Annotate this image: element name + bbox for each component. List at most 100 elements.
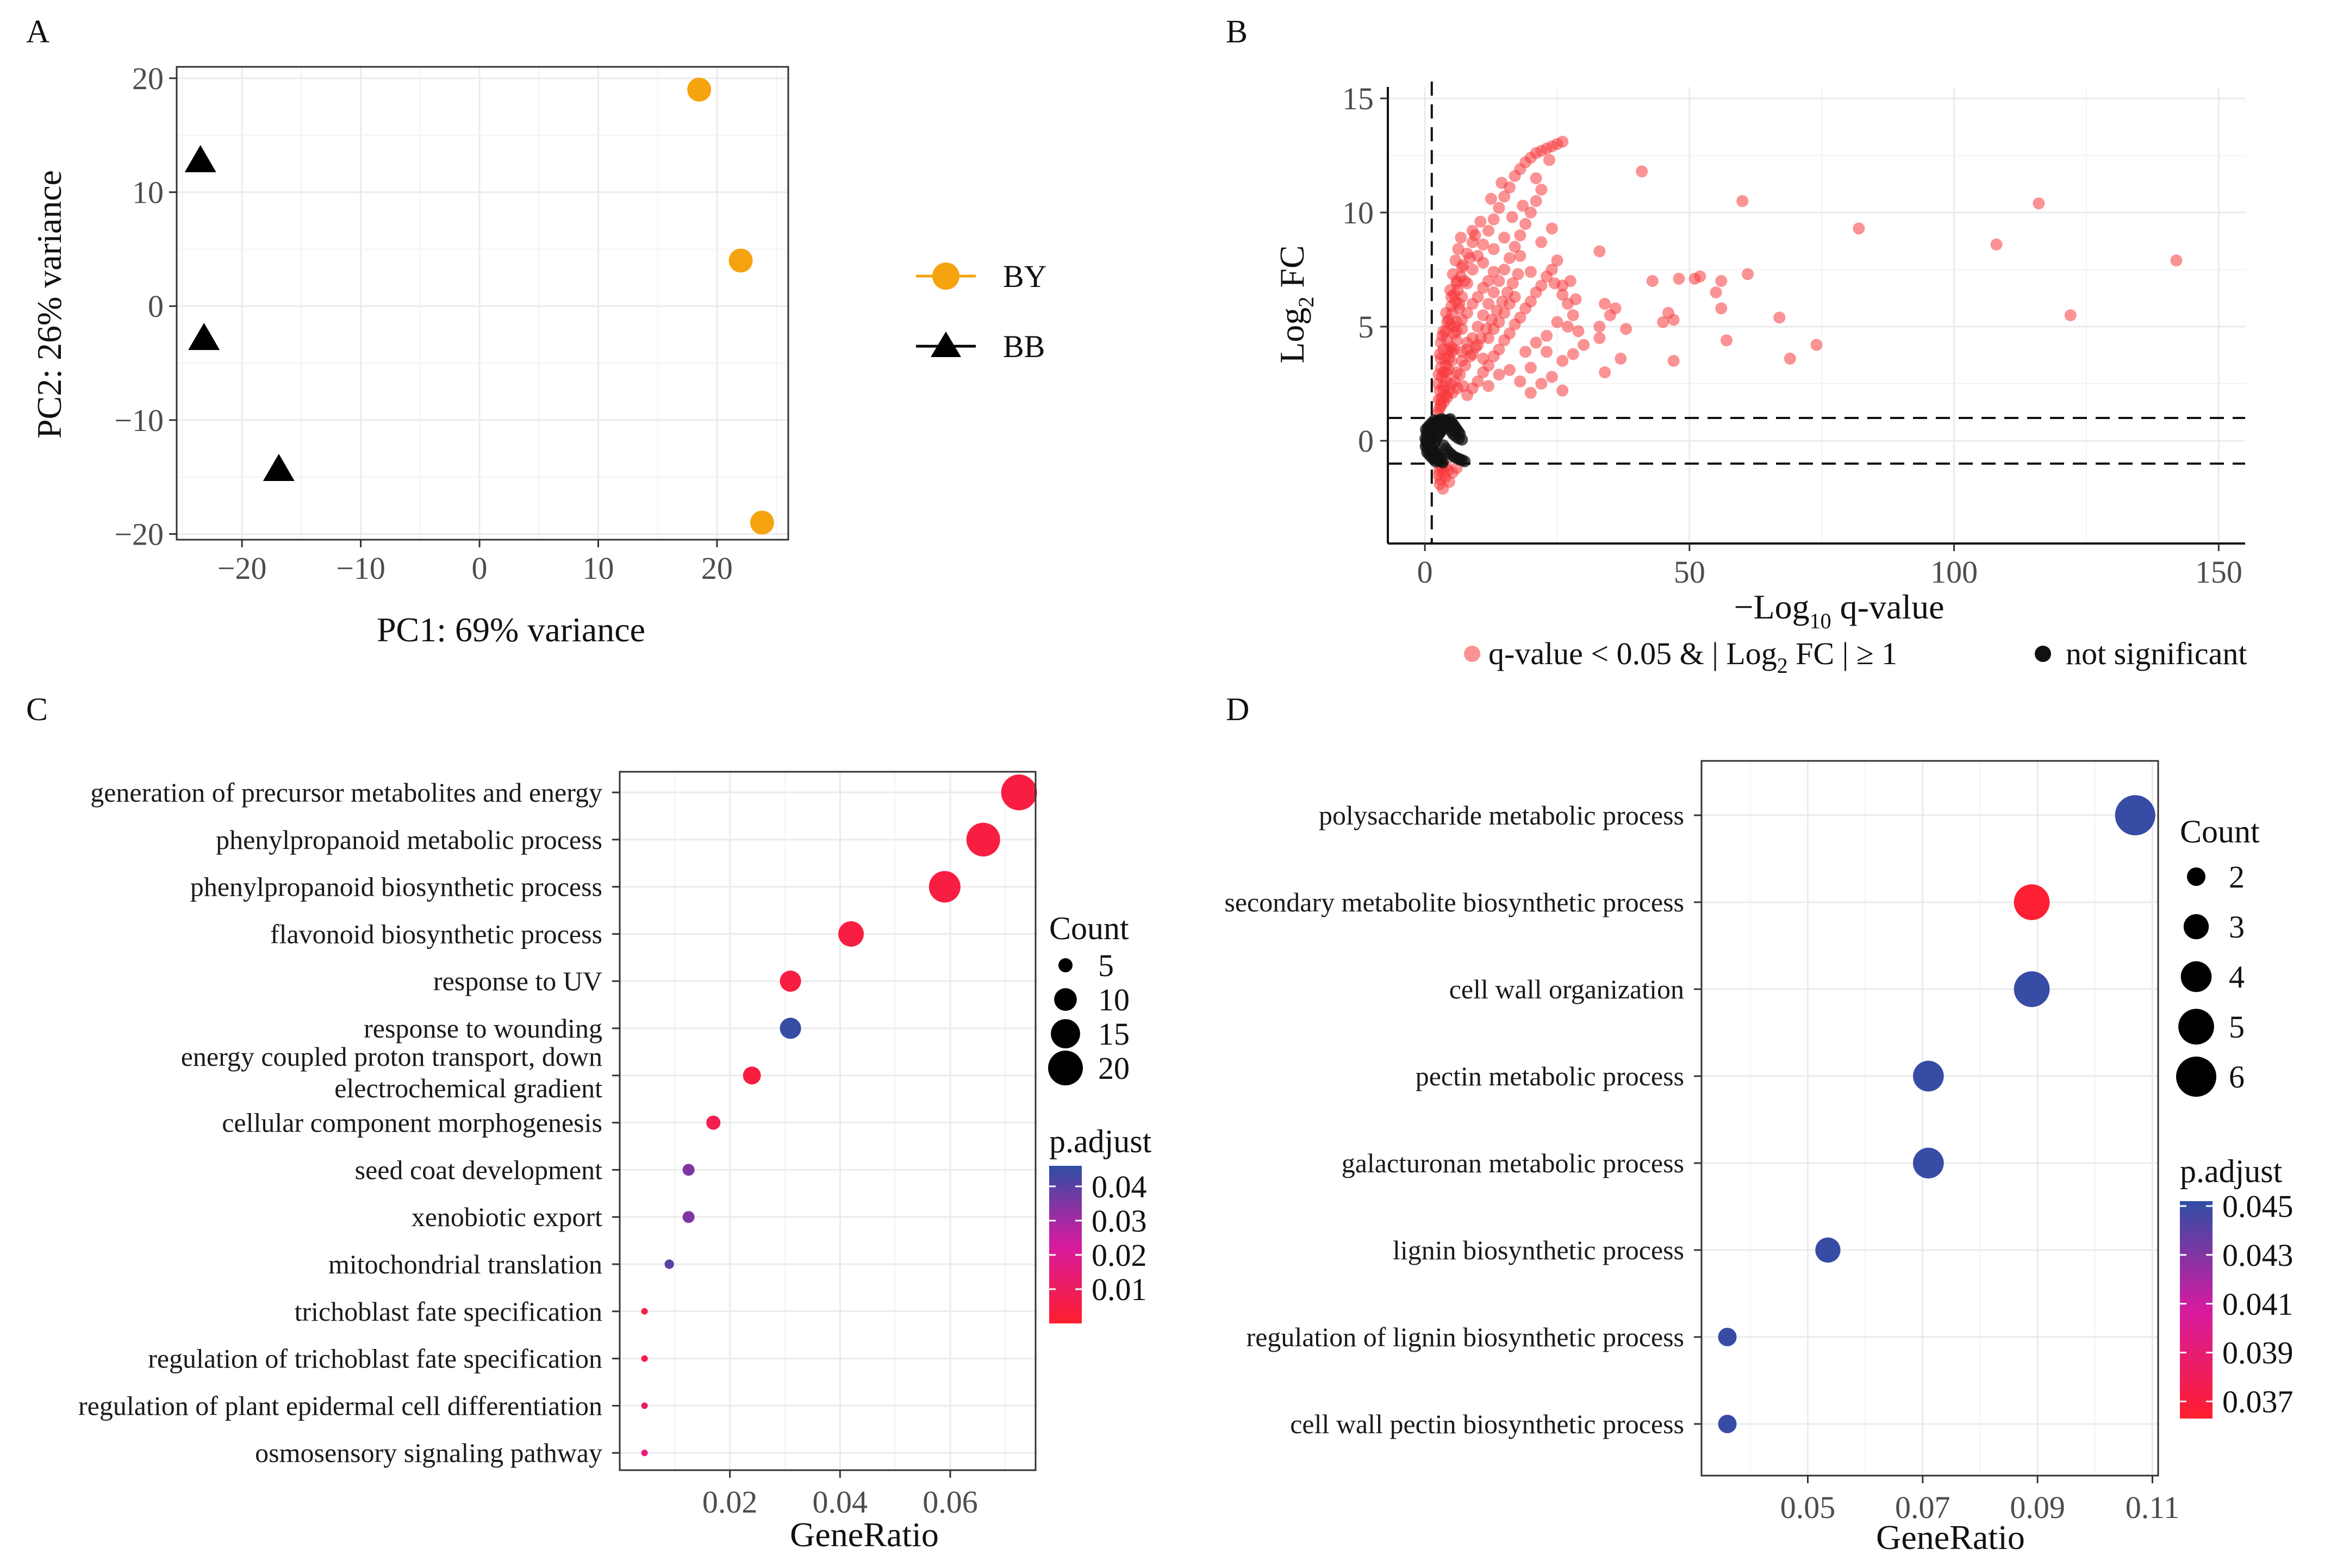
- colorbar-tick-label: 0.045: [2222, 1189, 2294, 1224]
- panel-a-y-tick-label: 0: [148, 289, 164, 324]
- panel-a-x-tick-label: −20: [217, 551, 267, 586]
- volcano-point-significant: [1512, 268, 1524, 280]
- panel-c-dots: [641, 774, 1037, 1457]
- panel-b-x-tick-label: 100: [1930, 554, 1978, 590]
- volcano-point-significant: [1541, 346, 1553, 358]
- panel-b-legend: q-value < 0.05 & | Log2 FC | ≥ 1 not sig…: [1464, 636, 2247, 678]
- go-dot: [1718, 1328, 1737, 1346]
- size-legend-dot: [1058, 958, 1073, 972]
- colorbar-tick-label: 0.02: [1092, 1238, 1147, 1273]
- panel-b-y-title-rest: FC: [1273, 245, 1311, 296]
- volcano-point-significant: [1514, 311, 1526, 324]
- legend-bb-label: BB: [1003, 329, 1045, 364]
- volcano-point-significant: [1506, 211, 1518, 223]
- volcano-point-significant: [1493, 316, 1505, 328]
- size-legend-dot: [2183, 914, 2209, 940]
- volcano-point-significant: [1472, 375, 1484, 388]
- go-dot: [682, 1211, 695, 1223]
- volcano-point-significant: [1495, 177, 1508, 189]
- go-dot: [1913, 1060, 1944, 1092]
- volcano-point-significant: [1498, 190, 1511, 203]
- volcano-point-significant: [1710, 286, 1722, 298]
- panel-letter-b: B: [1226, 14, 1248, 49]
- volcano-point-significant: [1472, 339, 1484, 351]
- size-legend-label: 5: [2229, 1009, 2245, 1045]
- panel-a-y-axis-title: PC2: 26% variance: [30, 170, 68, 439]
- go-term-label: osmosensory signaling pathway: [255, 1438, 602, 1468]
- volcano-point-significant: [1456, 323, 1468, 335]
- size-legend-label: 10: [1098, 982, 1130, 1017]
- volcano-point-significant: [1564, 275, 1576, 287]
- volcano-point-significant: [1461, 336, 1474, 349]
- volcano-point-significant: [1466, 264, 1479, 276]
- go-dot: [706, 1115, 721, 1130]
- go-term-label: regulation of trichoblast fate specifica…: [148, 1344, 602, 1374]
- go-term-label: mitochondrial translation: [328, 1249, 602, 1279]
- legend-significant-post: FC | ≥ 1: [1788, 636, 1897, 671]
- volcano-point-significant: [1561, 298, 1574, 310]
- panel-a-frame: [176, 66, 789, 541]
- pca-point-by: [750, 510, 774, 535]
- volcano-point-significant: [1593, 321, 1606, 333]
- panel-letter-c: C: [26, 691, 48, 727]
- volcano-point-significant: [1556, 135, 1569, 148]
- panel-d-x-tick-label: 0.11: [2126, 1490, 2179, 1525]
- panel-a-legend: BY BB: [916, 259, 1047, 364]
- volcano-point-significant: [1667, 314, 1680, 326]
- panel-d-term-labels: polysaccharide metabolic process secondar…: [1224, 800, 1684, 1439]
- volcano-point-significant: [1482, 224, 1494, 237]
- volcano-point-significant: [1524, 361, 1537, 374]
- go-dot: [2014, 884, 2050, 920]
- pca-point-bb: [263, 454, 295, 482]
- volcano-point-significant: [1578, 339, 1590, 351]
- legend-significant-marker: [1464, 646, 1480, 662]
- volcano-point-significant: [1990, 238, 2003, 251]
- panel-d-size-legend: 2 3 4 5 6: [2176, 859, 2245, 1097]
- volcano-point-significant: [1646, 275, 1659, 287]
- volcano-point-significant: [1440, 375, 1453, 388]
- panel-b-x-title-sub: 10: [1810, 609, 1831, 633]
- volcano-point-significant: [1498, 232, 1511, 244]
- panel-d-size-legend-title: Count: [2180, 814, 2260, 849]
- go-term-label: response to wounding: [364, 1013, 602, 1044]
- volcano-point-significant: [1519, 218, 1532, 230]
- volcano-point-significant: [1441, 316, 1454, 328]
- volcano-point-significant: [1434, 473, 1447, 486]
- go-term-label: seed coat development: [355, 1154, 602, 1185]
- volcano-point-not-significant: [1459, 455, 1471, 467]
- volcano-point-significant: [2033, 197, 2045, 210]
- panel-b-y-tick-label: 15: [1342, 81, 1374, 116]
- panel-letter-d: D: [1226, 691, 1249, 727]
- volcano-point-significant: [1517, 199, 1529, 212]
- size-legend-label: 5: [1098, 948, 1114, 983]
- volcano-point-significant: [1741, 268, 1754, 280]
- volcano-point-significant: [1551, 254, 1563, 267]
- volcano-point-significant: [1493, 368, 1505, 381]
- panel-d-frame: [1700, 760, 2159, 1477]
- volcano-point-significant: [2064, 309, 2077, 321]
- size-legend-label: 2: [2229, 859, 2245, 895]
- volcano-point-significant: [1485, 192, 1497, 205]
- volcano-point-significant: [2170, 254, 2183, 267]
- volcano-point-significant: [1556, 384, 1569, 397]
- go-term-label: cell wall pectin biosynthetic process: [1290, 1409, 1684, 1439]
- volcano-point-significant: [1447, 268, 1459, 280]
- panel-c-size-legend-title: Count: [1049, 910, 1129, 946]
- go-dot: [641, 1355, 648, 1362]
- go-dot: [1001, 774, 1037, 810]
- panel-a-grid: [177, 67, 788, 540]
- volcano-point-significant: [1543, 154, 1555, 166]
- volcano-point-significant: [1442, 364, 1455, 376]
- go-dot: [641, 1450, 648, 1457]
- volcano-point-significant: [1548, 277, 1561, 290]
- volcano-point-significant: [1524, 295, 1537, 308]
- go-dot: [664, 1259, 674, 1269]
- go-term-label: lignin biosynthetic process: [1393, 1235, 1684, 1265]
- panel-d-x-axis-title: GeneRatio: [1876, 1518, 2025, 1557]
- volcano-point-significant: [1493, 343, 1505, 355]
- go-dot: [1913, 1147, 1944, 1179]
- go-term-label: response to UV: [433, 966, 602, 996]
- volcano-point-significant: [1493, 275, 1505, 287]
